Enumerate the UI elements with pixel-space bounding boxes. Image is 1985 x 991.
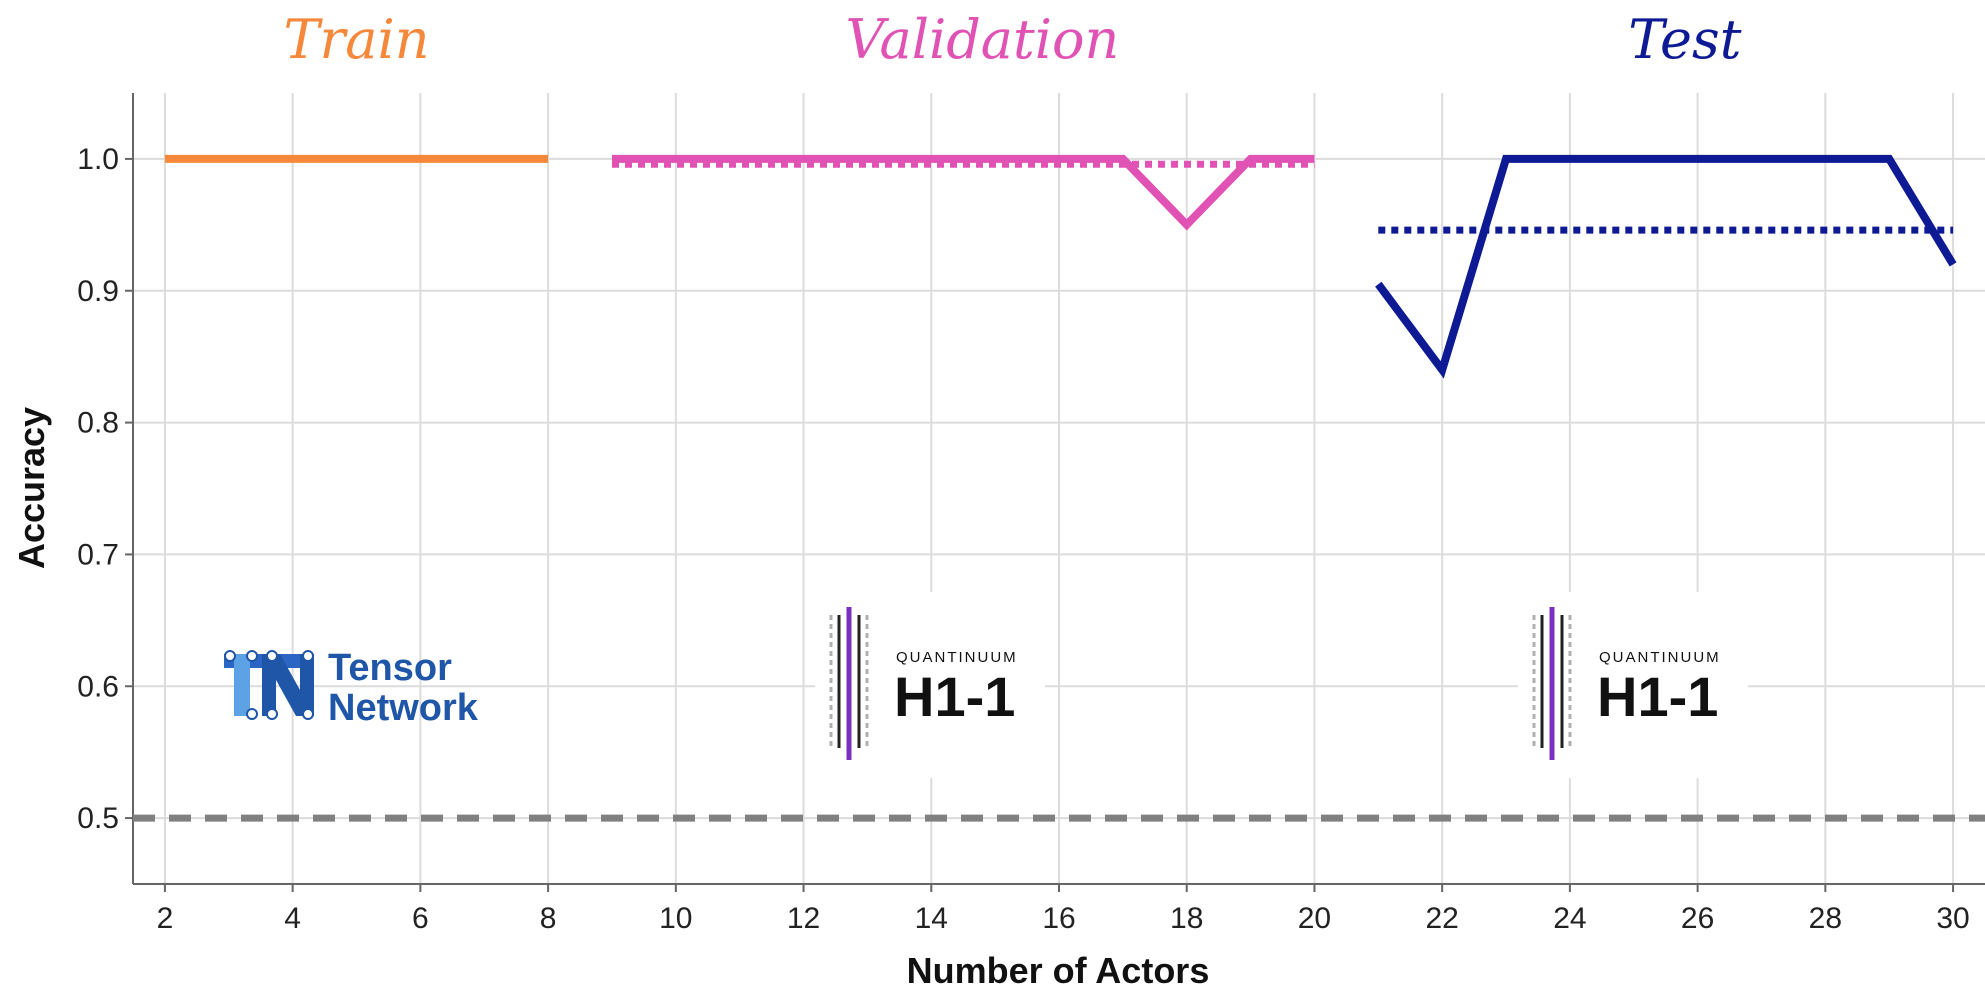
tensor-network-logo-line1: Tensor (328, 647, 452, 689)
y-tick-label: 0.6 (77, 670, 119, 703)
y-tick-label: 0.9 (77, 275, 119, 308)
x-tick-label: 10 (659, 902, 692, 935)
x-tick-label: 6 (412, 902, 429, 935)
x-tick-label: 18 (1170, 902, 1203, 935)
y-tick-label: 0.8 (77, 407, 119, 440)
y-tick-label: 1.0 (77, 143, 119, 176)
tensor-network-logo-line2: Network (328, 687, 479, 729)
section-titles: Train Validation Test (283, 8, 1741, 71)
series-group (133, 154, 1985, 822)
x-tick-label: 12 (787, 902, 820, 935)
quantinuum-logo-2-model: H1-1 (1597, 665, 1718, 728)
quantinuum-logo-1-wordmark: QUANTINUUM (896, 649, 1018, 666)
quantinuum-logo-2-wordmark: QUANTINUUM (1599, 649, 1721, 666)
x-tick-label: 14 (915, 902, 948, 935)
x-tick-label: 30 (1936, 902, 1969, 935)
tick-labels: 2 4 6 8 10 12 14 16 18 20 22 24 26 28 300.50.60.70.80.… (77, 143, 1969, 935)
x-tick-label: 26 (1681, 902, 1714, 935)
x-tick-label: 8 (540, 902, 557, 935)
quantinuum-logo-1-model: H1-1 (894, 665, 1015, 728)
y-tick-label: 0.5 (77, 802, 119, 835)
x-tick-label: 20 (1298, 902, 1331, 935)
section-title-test: Test (1628, 8, 1741, 71)
x-tick-label: 16 (1042, 902, 1075, 935)
tensor-network-logo-icon (224, 650, 314, 720)
quantinuum-logo-1-backdrop (815, 592, 1045, 778)
validation-series-line (612, 154, 1315, 231)
y-axis-title: Accuracy (11, 407, 52, 569)
x-axis-title: Number of Actors (907, 950, 1210, 991)
section-title-train: Train (283, 8, 429, 71)
quantinuum-logo-2-backdrop (1518, 592, 1748, 778)
x-tick-label: 4 (284, 902, 301, 935)
test-series-line (1375, 154, 1957, 379)
x-tick-label: 24 (1553, 902, 1586, 935)
quantinuum-logo-icon (829, 607, 869, 760)
grid (133, 93, 1985, 884)
section-title-validation: Validation (845, 8, 1119, 71)
quantinuum-logo-icon (1532, 607, 1572, 760)
x-tick-label: 28 (1809, 902, 1842, 935)
y-tick-label: 0.7 (77, 538, 119, 571)
x-tick-label: 2 (157, 902, 174, 935)
x-tick-label: 22 (1425, 902, 1458, 935)
